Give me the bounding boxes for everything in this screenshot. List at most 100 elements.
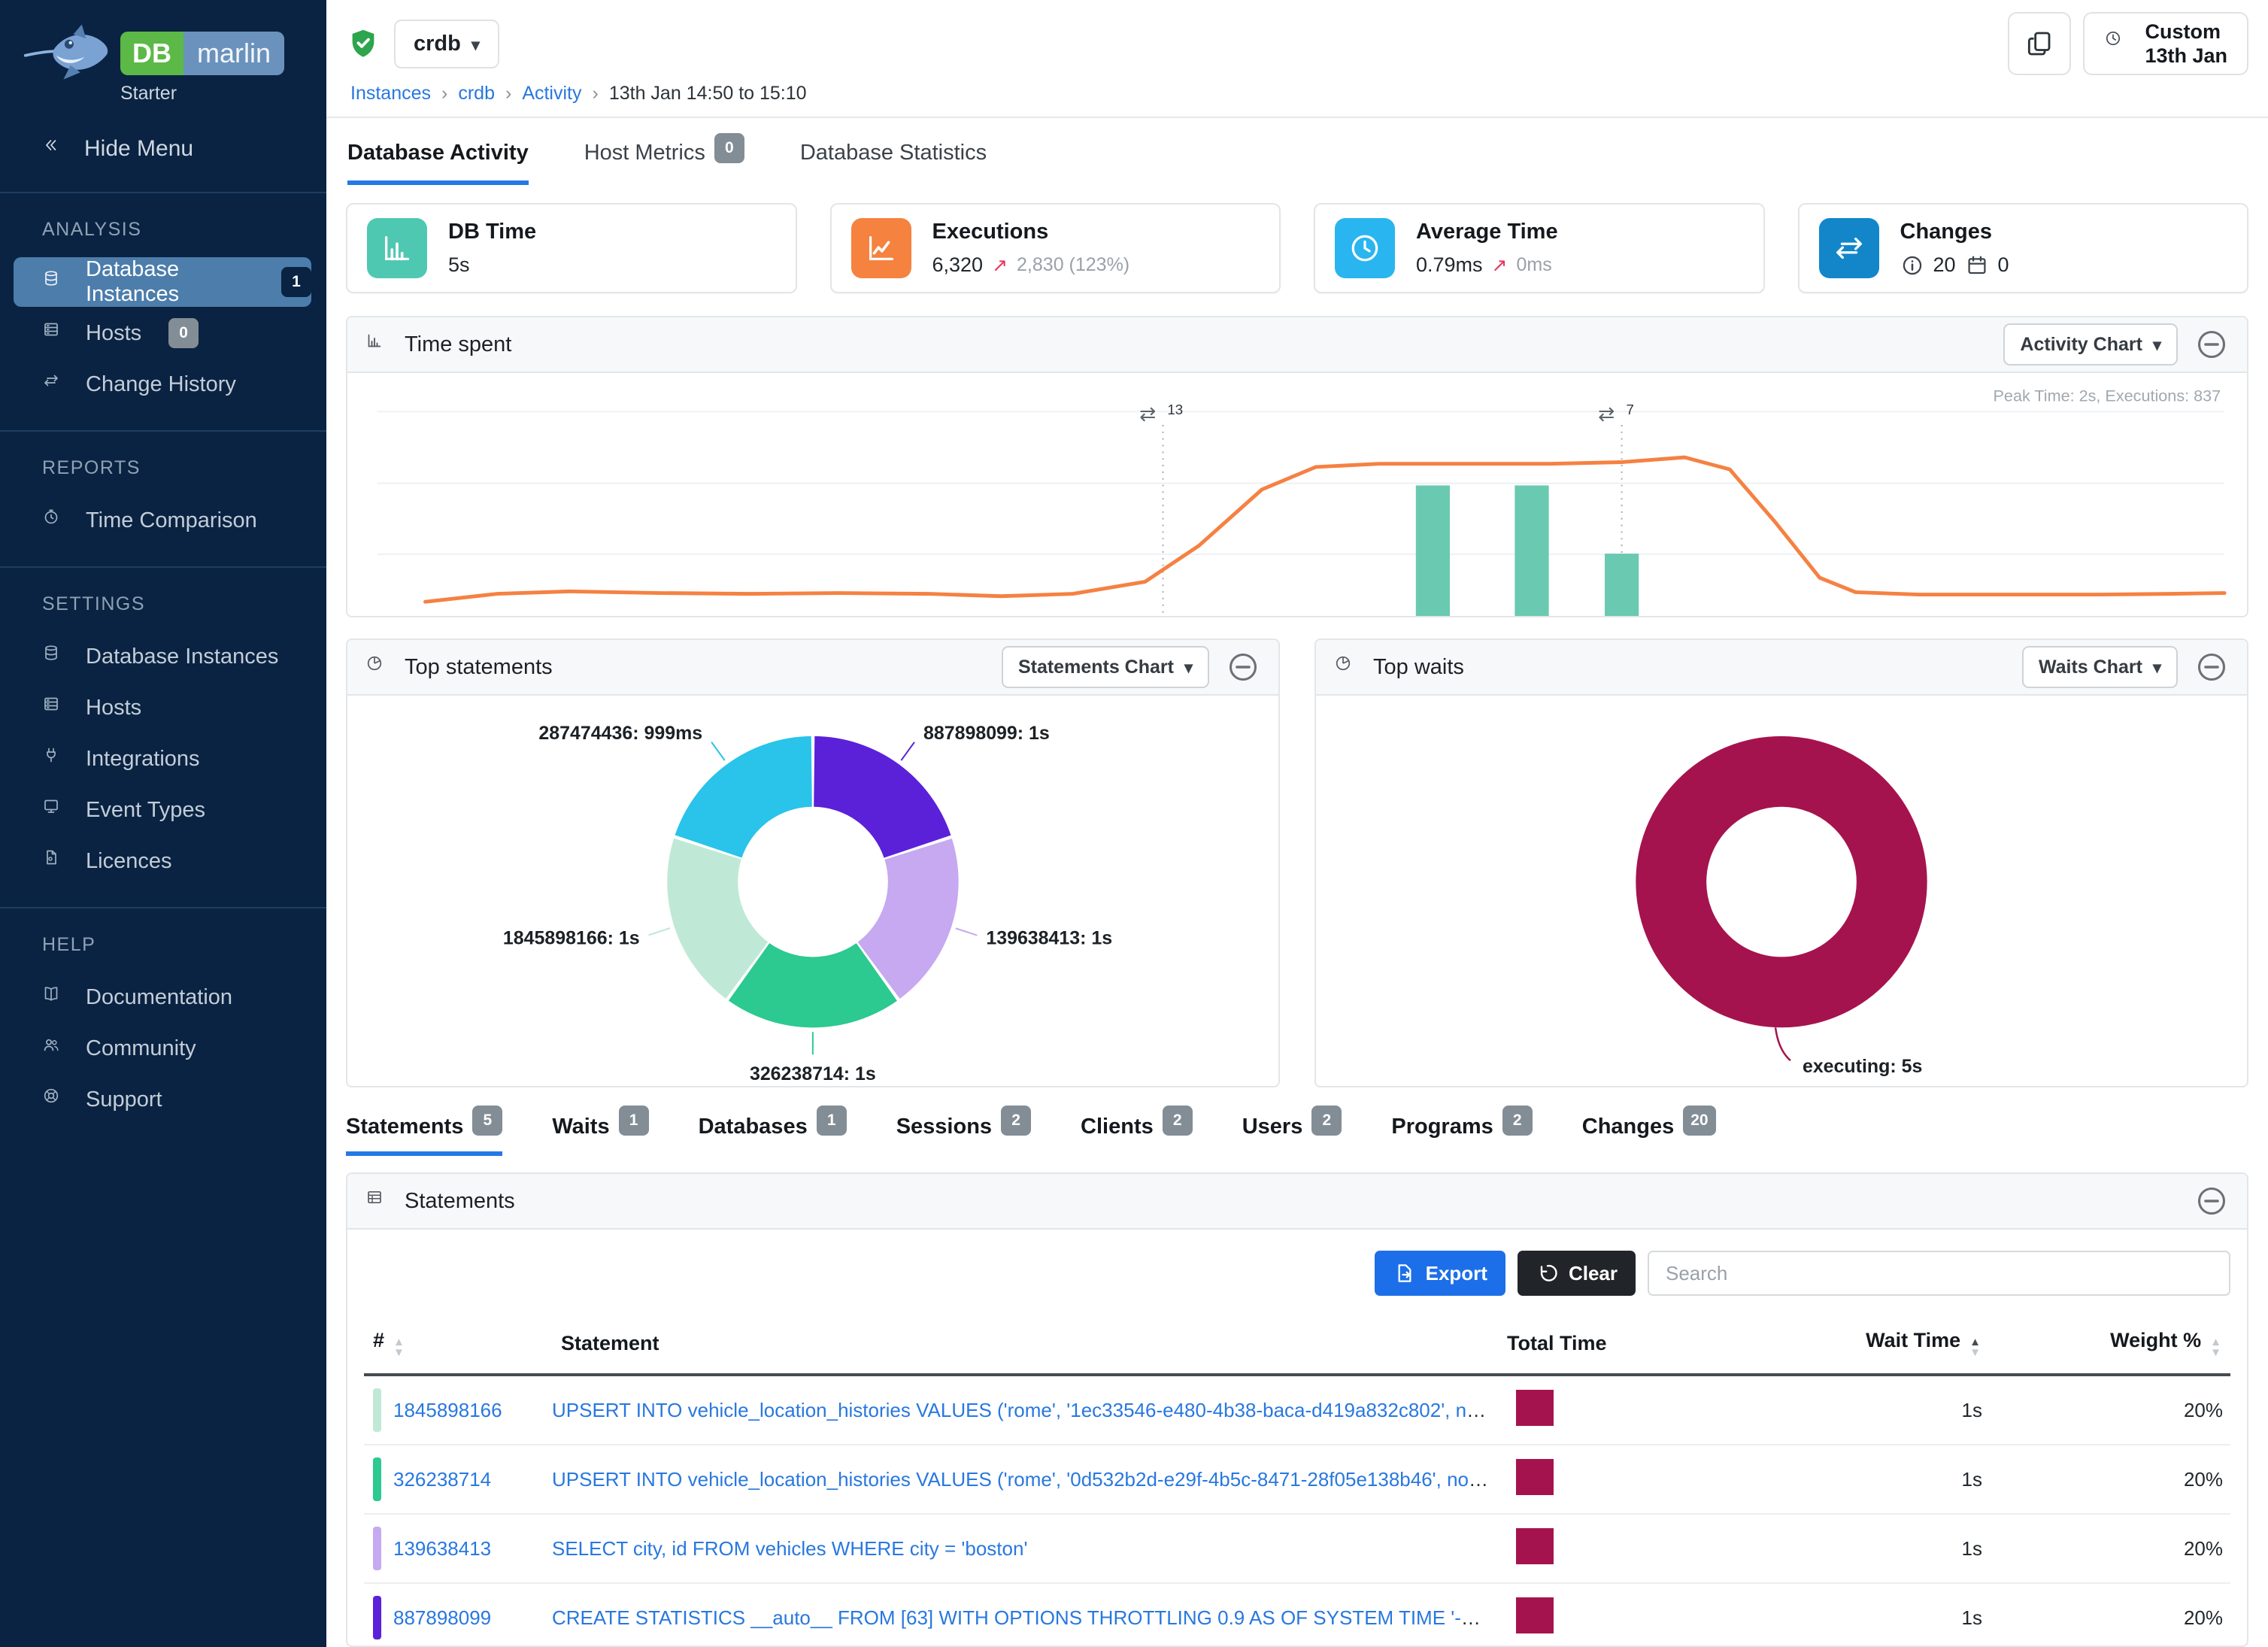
column-header-weight[interactable]: Weight % ▲ ▼ [2110,1329,2221,1360]
card-value: 0.79ms [1416,253,1483,276]
sort-icon: ▲ ▼ [2210,1336,2221,1360]
column-header-wait-time[interactable]: Wait Time ▲ ▼ [1866,1329,1981,1360]
statement-id-link[interactable]: 139638413 [393,1536,492,1560]
column-header-id[interactable]: # ▲ ▼ [373,1329,405,1360]
tab[interactable]: Host Metrics 0 [584,133,744,185]
sort-icon: ▲ ▼ [1969,1336,1981,1360]
detail-tab[interactable]: Users 2 [1242,1106,1342,1156]
column-header-total-time[interactable]: Total Time [1507,1332,1607,1355]
svg-text:1845898166: 1s: 1845898166: 1s [503,928,640,949]
card-delta: 2,830 (123%) [1017,254,1130,275]
svg-text:executing: 5s: executing: 5s [1803,1056,1922,1077]
time-range-button[interactable]: Custom 13th Jan [2083,12,2248,75]
svg-text:326238714: 1s: 326238714: 1s [750,1063,876,1084]
bar-chart-icon [367,218,427,278]
sidebar-item[interactable]: Event Types [14,785,311,835]
detail-tab[interactable]: Programs 2 [1391,1106,1533,1156]
tab-label: Clients [1081,1115,1154,1139]
breadcrumb-activity[interactable]: Activity [522,83,609,104]
sidebar-item[interactable]: Database Instances [14,632,311,681]
sidebar-item[interactable]: Integrations [14,734,311,784]
tab-badge: 20 [1683,1106,1716,1136]
copy-link-button[interactable] [2008,12,2072,75]
sidebar-item[interactable]: Community [14,1024,311,1073]
statement-link[interactable]: UPSERT INTO vehicle_location_histories V… [552,1467,1516,1491]
card-value: 5s [448,253,470,276]
sidebar-item-label: Change History [86,372,236,396]
minus-circle-icon [2197,653,2226,681]
clear-label: Clear [1568,1261,1618,1285]
sidebar-item[interactable]: Database Instances 1 [14,257,311,307]
detail-tab[interactable]: Sessions 2 [896,1106,1032,1156]
breadcrumb-instances[interactable]: Instances [350,83,458,104]
sidebar-item[interactable]: Support [14,1075,311,1124]
collapse-button[interactable] [2194,327,2229,362]
top-waits-chart[interactable]: executing: 5s [1316,696,2247,1086]
sidebar-item-icon [47,748,56,763]
sidebar-item-icon [44,323,58,336]
waits-chart-select[interactable]: Waits Chart [2021,646,2178,689]
sidebar-item-icon [44,509,58,524]
delta-up-icon: ↗ [992,254,1008,276]
chart-bar-icon [368,334,381,347]
select-label: Activity Chart [2020,333,2142,355]
statement-id-link[interactable]: 1845898166 [393,1398,502,1421]
sidebar-item[interactable]: Time Comparison [14,496,311,545]
statement-link[interactable]: SELECT city, id FROM vehicles WHERE city… [552,1536,1028,1560]
sidebar-item[interactable]: Hosts [14,683,311,733]
tab-label: Host Metrics [584,141,705,165]
sidebar-item[interactable]: Hosts 0 [14,308,311,358]
top-statements-panel: Top statements Statements Chart 88789809… [346,638,1280,1088]
marlin-fish-icon [23,24,108,80]
statement-link[interactable]: UPSERT INTO vehicle_location_histories V… [552,1398,1516,1421]
time-spent-panel: Time spent Activity Chart 14:5014:5515:0… [346,316,2248,618]
detail-tab[interactable]: Waits 1 [552,1106,649,1156]
detail-tab[interactable]: Statements 5 [346,1106,503,1157]
sort-icon: ▲ ▼ [393,1336,405,1360]
select-label: Statements Chart [1017,656,1174,678]
logo-marlin: marlin [183,32,285,75]
svg-text:Peak Time: 2s, Executions: 837: Peak Time: 2s, Executions: 837 [1994,387,2221,405]
swap-icon [1818,218,1879,278]
instance-name: crdb [414,31,461,56]
detail-tab[interactable]: Changes 20 [1581,1106,1716,1156]
activity-chart-select[interactable]: Activity Chart [2003,323,2178,365]
instance-selector[interactable]: crdb [394,19,499,68]
sidebar-item[interactable]: Licences [14,836,311,886]
collapse-button[interactable] [1226,650,1260,684]
tab[interactable]: Database Statistics [800,141,987,185]
detail-tab[interactable]: Clients 2 [1081,1106,1193,1156]
tab-label: Programs [1391,1115,1493,1139]
breadcrumb-current: 13th Jan 14:50 to 15:10 [608,83,807,104]
hide-menu-button[interactable]: Hide Menu [0,111,326,192]
weight-value: 20% [2183,1606,2223,1629]
search-input[interactable] [1648,1251,2230,1297]
card-value: 6,320 [932,253,984,276]
sidebar-item[interactable]: Documentation [14,972,311,1022]
weight-value: 20% [2183,1398,2223,1421]
clear-button[interactable]: Clear [1517,1251,1636,1297]
tab[interactable]: Database Activity [347,141,529,185]
detail-tabs: Statements 5 Waits 1 Databases 1 Session… [346,1106,2248,1157]
detail-tab[interactable]: Databases 1 [699,1106,847,1156]
tab-label: Changes [1581,1115,1675,1139]
top-statements-chart[interactable]: 887898099: 1s 139638413: 1s 326238714: 1s 1… [347,696,1278,1086]
chevron-down-icon [471,32,480,56]
pie-chart-icon [367,657,382,671]
statement-link[interactable]: CREATE STATISTICS __auto__ FROM [63] WIT… [552,1606,1496,1629]
export-button[interactable]: Export [1374,1251,1505,1297]
statement-id-link[interactable]: 326238714 [393,1467,492,1491]
sidebar-item[interactable]: Change History [14,359,311,409]
svg-text:7: 7 [1627,402,1634,417]
column-header-statement[interactable]: Statement [561,1332,659,1355]
main-content: crdb Custom 13th Jan InstancescrdbActivi… [326,0,2268,1647]
collapse-button[interactable] [2194,1184,2229,1218]
statements-chart-select[interactable]: Statements Chart [1001,646,1209,689]
statement-id-link[interactable]: 887898099 [393,1606,492,1629]
tab-badge: 5 [472,1106,503,1136]
breadcrumb-crdb[interactable]: crdb [458,83,522,104]
collapse-button[interactable] [2194,650,2229,684]
table-toolbar: Export Clear [364,1251,2230,1297]
average-time-card: Average Time 0.79ms ↗ 0ms [1314,203,1765,293]
